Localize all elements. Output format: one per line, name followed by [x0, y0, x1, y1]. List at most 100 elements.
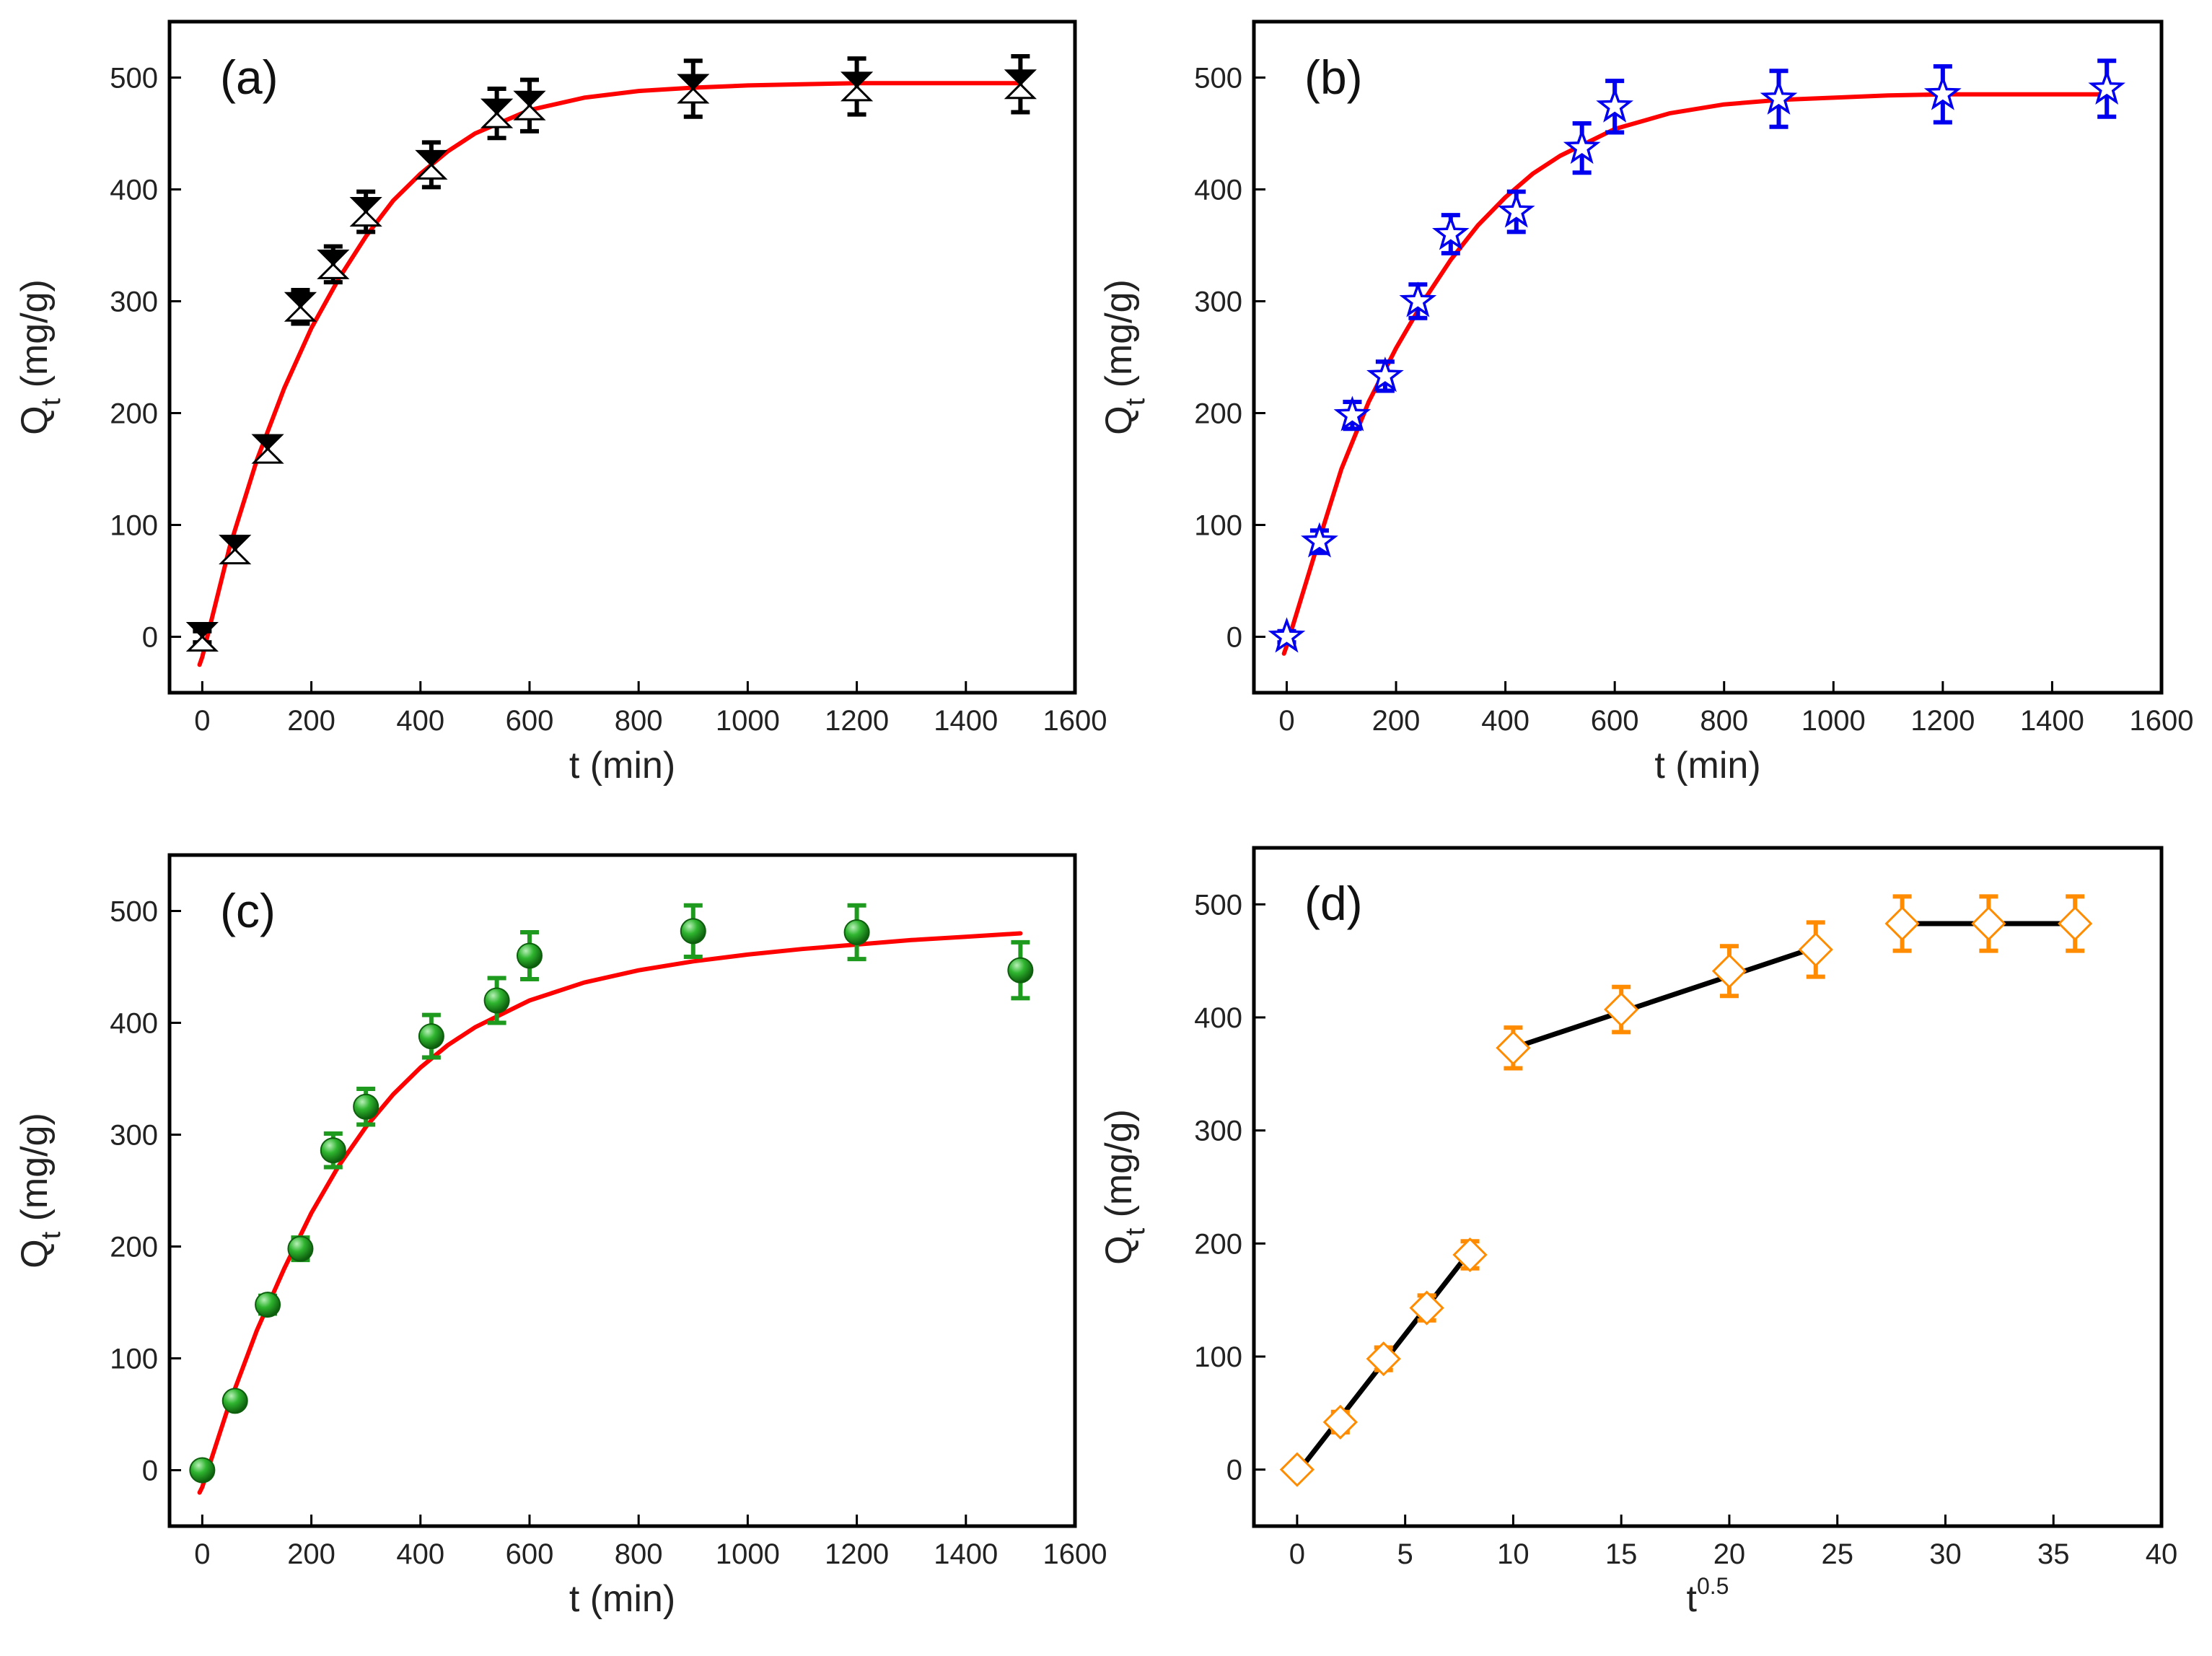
y-axis-title: Qt (mg/g) [1098, 1109, 1151, 1265]
y-tick-label: 400 [110, 1008, 158, 1040]
x-tick-label: 0 [194, 1538, 210, 1570]
x-tick-label: 1400 [934, 1538, 998, 1570]
data-point-1 [221, 1388, 248, 1414]
y-axis-title-unit: (mg/g) [1098, 1109, 1140, 1228]
data-point-0 [185, 622, 219, 652]
data-point-9 [1884, 906, 1920, 942]
x-tick-label: 200 [287, 1538, 335, 1570]
x-tick-label: 40 [2146, 1538, 2178, 1570]
marker-upper-triangle [251, 434, 284, 451]
x-tick-label: 400 [396, 1538, 444, 1570]
x-tick-label: 200 [287, 705, 335, 737]
x-tick-label: 600 [506, 705, 554, 737]
x-tick-label: 1600 [1043, 705, 1107, 737]
x-tick-label: 5 [1397, 1538, 1413, 1570]
error-bars [1287, 894, 2085, 1476]
x-tick-label: 600 [506, 1538, 554, 1570]
data-point-6 [1497, 192, 1535, 228]
marker-upper-triangle [513, 90, 546, 108]
y-tick-label: 100 [1194, 1341, 1242, 1373]
y-tick-label: 300 [110, 1120, 158, 1152]
panel-label: (d) [1304, 877, 1363, 930]
data-point-10 [1923, 74, 1962, 110]
data-point-3 [1366, 356, 1404, 393]
x-tick-label: 0 [1278, 705, 1294, 737]
fit-curve [197, 931, 1023, 1495]
x-axis-title: t (min) [569, 745, 675, 787]
y-tick-label: 100 [110, 1344, 158, 1375]
fit-curve [1281, 92, 2110, 656]
x-axis-title: t (min) [569, 1578, 675, 1620]
x-tick-label: 800 [1700, 705, 1748, 737]
data-point-2 [255, 1292, 281, 1318]
x-tick-label: 15 [1605, 1538, 1638, 1570]
data-point-1 [1301, 522, 1338, 558]
y-axis-title-symbol: Q [1098, 406, 1140, 434]
marker-upper-triangle [219, 535, 252, 551]
marker-upper-triangle [284, 292, 317, 309]
data-point-7 [1563, 128, 1601, 165]
y-tick-label: 0 [1226, 1455, 1242, 1486]
x-axis-title: t0.5 [1687, 1573, 1729, 1620]
y-axis-title-unit: (mg/g) [1098, 279, 1140, 398]
panel-label: (c) [220, 884, 276, 937]
data-point-4 [1452, 1237, 1488, 1273]
marker-lower-triangle [415, 163, 448, 180]
y-tick-label: 300 [1194, 1116, 1242, 1147]
panel-label: (b) [1304, 51, 1363, 104]
data-point-5 [1431, 214, 1470, 250]
data-point-6 [415, 149, 448, 180]
data-point-9 [680, 918, 706, 945]
error-bars [193, 903, 1030, 1477]
marker-upper-triangle [480, 98, 514, 115]
y-tick-label: 500 [1194, 889, 1242, 921]
x-tick-label: 1200 [825, 705, 889, 737]
marker-lower-triangle [677, 87, 710, 104]
panel-b: 0 200 400 600 800 1000 1200 1400 1600 0 100 200 300 4… [1098, 19, 2193, 787]
data-point-3 [284, 292, 317, 322]
data-markers [189, 918, 1034, 1484]
data-point-10 [1971, 906, 2006, 942]
y-tick-label: 300 [110, 286, 158, 318]
data-point-4 [317, 249, 350, 279]
data-point-11 [1004, 69, 1037, 100]
error-bars [193, 54, 1030, 645]
y-tick-label: 400 [1194, 175, 1242, 206]
data-point-7 [1711, 953, 1747, 989]
data-point-8 [1798, 932, 1833, 968]
x-tick-label: 20 [1713, 1538, 1746, 1570]
marker-lower-triangle [185, 635, 219, 652]
y-axis-title: Qt (mg/g) [14, 1113, 66, 1269]
x-tick-label: 600 [1591, 705, 1639, 737]
x-tick-label: 1000 [1801, 705, 1866, 737]
x-tick-label: 1000 [716, 705, 780, 737]
y-axis-title-unit: (mg/g) [14, 1113, 56, 1232]
data-point-3 [287, 1235, 314, 1262]
y-tick-label: 300 [1194, 286, 1242, 318]
marker-upper-triangle [677, 74, 710, 91]
y-tick-label: 500 [1194, 63, 1242, 95]
y-tick-label: 200 [1194, 398, 1242, 430]
marker-upper-triangle [840, 71, 874, 89]
marker-upper-triangle [415, 149, 448, 167]
x-tick-label: 30 [1929, 1538, 1962, 1570]
y-axis-title-subscript: t [1120, 398, 1151, 406]
data-point-9 [677, 74, 710, 104]
data-point-1 [219, 535, 252, 565]
x-tick-label: 0 [194, 705, 210, 737]
x-tick-label: 200 [1372, 705, 1421, 737]
plot-frame [1252, 846, 2164, 1528]
data-point-6 [1604, 991, 1639, 1028]
panel-label: (a) [220, 51, 278, 104]
marker-upper-triangle [317, 249, 350, 266]
y-tick-label: 200 [110, 398, 158, 430]
x-tick-label: 1600 [1043, 1538, 1107, 1570]
data-point-2 [1333, 395, 1371, 431]
y-tick-label: 100 [110, 510, 158, 542]
x-tick-label: 1200 [1910, 705, 1975, 737]
data-point-10 [840, 71, 874, 102]
y-tick-label: 0 [142, 1455, 158, 1487]
data-point-5 [1496, 1030, 1531, 1066]
marker-lower-triangle [219, 548, 252, 565]
